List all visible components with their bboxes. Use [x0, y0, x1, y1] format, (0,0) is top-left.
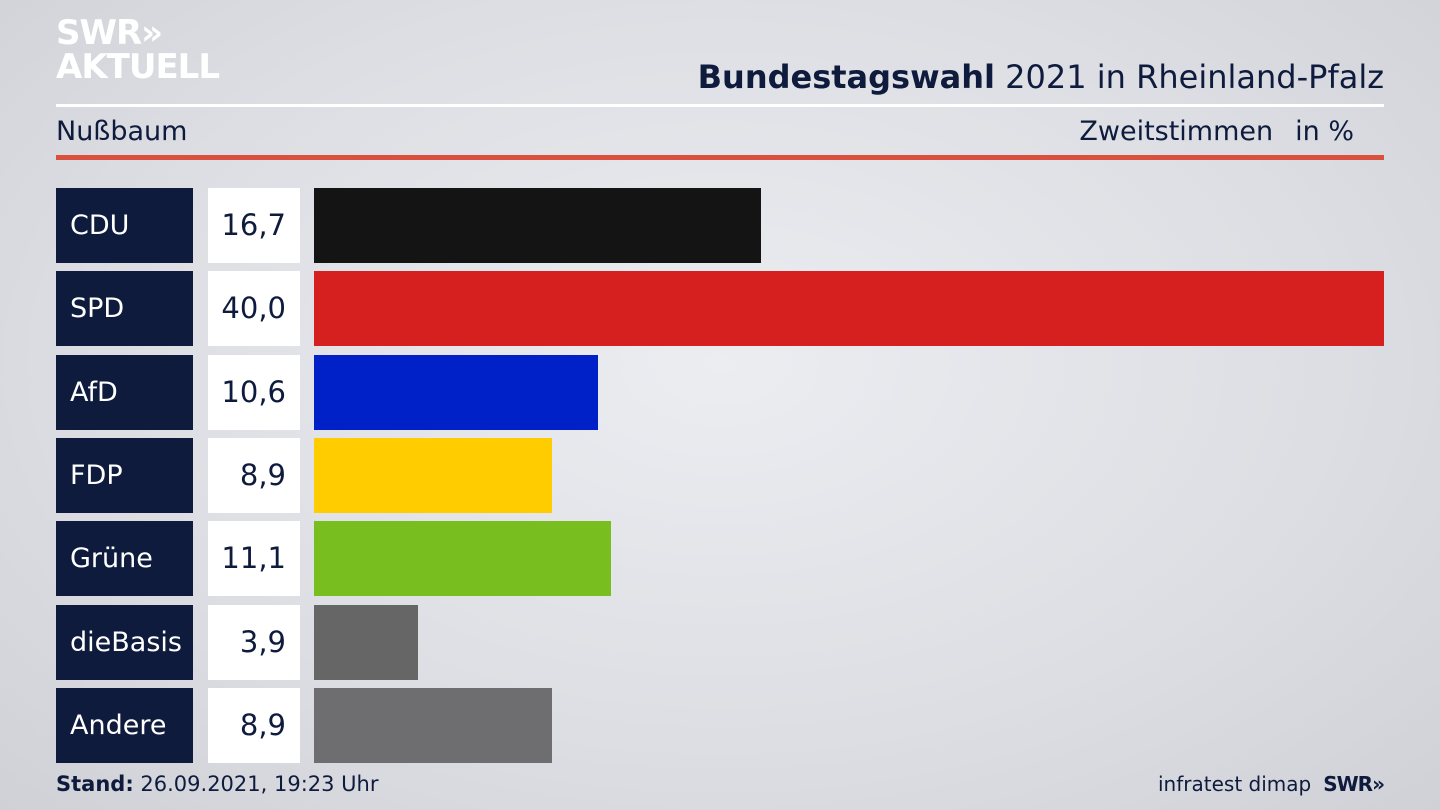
- unit-label: in %: [1295, 116, 1354, 147]
- logo-line-2: AKTUELL: [56, 47, 220, 87]
- value-label: 10,6: [208, 355, 300, 430]
- party-label: SPD: [56, 271, 193, 346]
- logo-line-1: SWR»: [56, 13, 163, 53]
- header-divider: [56, 104, 1384, 107]
- party-label: Andere: [56, 688, 193, 763]
- accent-divider: [56, 155, 1384, 160]
- value-label: 16,7: [208, 188, 300, 263]
- source-name: infratest dimap: [1158, 772, 1312, 796]
- bar: [314, 521, 611, 596]
- party-label: AfD: [56, 355, 193, 430]
- chart-title: Bundestagswahl 2021 in Rheinland-Pfalz: [698, 58, 1384, 96]
- timestamp: Stand: 26.09.2021, 19:23 Uhr: [56, 772, 379, 796]
- bar: [314, 438, 553, 513]
- chart-title-bold: Bundestagswahl: [697, 58, 995, 96]
- party-label: Grüne: [56, 521, 193, 596]
- party-label: CDU: [56, 188, 193, 263]
- value-label: 8,9: [208, 438, 300, 513]
- source-credit: infratest dimap SWR»: [1158, 772, 1385, 796]
- timestamp-label: Stand:: [56, 772, 134, 796]
- bar: [314, 605, 419, 680]
- region-name: Nußbaum: [56, 116, 188, 147]
- metric-name: Zweitstimmen: [1079, 116, 1274, 147]
- party-label: FDP: [56, 438, 193, 513]
- party-label: dieBasis: [56, 605, 193, 680]
- swr-aktuell-logo: SWR» AKTUELL: [56, 13, 220, 87]
- bar: [314, 188, 761, 263]
- bar: [314, 688, 553, 763]
- value-label: 3,9: [208, 605, 300, 680]
- bar: [314, 355, 598, 430]
- chart-title-rest: 2021 in Rheinland-Pfalz: [995, 58, 1384, 96]
- metric-label: Zweitstimmen in %: [1079, 116, 1354, 147]
- value-label: 11,1: [208, 521, 300, 596]
- bar: [314, 271, 1384, 346]
- value-label: 40,0: [208, 271, 300, 346]
- value-label: 8,9: [208, 688, 300, 763]
- timestamp-value: 26.09.2021, 19:23 Uhr: [133, 772, 379, 796]
- swr-brand-logo: SWR»: [1323, 772, 1385, 796]
